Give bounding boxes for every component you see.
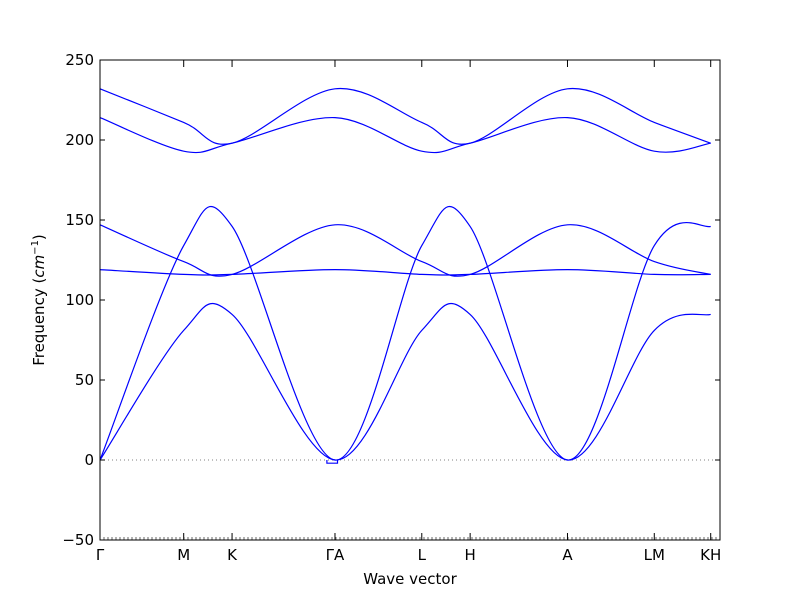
x-tick-label: K — [227, 546, 238, 564]
series-line-5 — [99, 205, 711, 461]
y-tick-label: 250 — [65, 51, 94, 69]
y-axis-unit-close: ) — [30, 234, 48, 240]
x-tick-label: LM — [644, 546, 665, 564]
y-tick-label: 200 — [65, 131, 94, 149]
y-axis-title-text: Frequency — [30, 288, 48, 366]
x-tick-label: A — [562, 546, 573, 564]
tick-layer: −50 0 50 100 150 200 250 Γ M K ΓA L H A LM KH — [62, 51, 721, 564]
y-tick-label: 100 — [65, 291, 94, 309]
y-axis-unit-exponent: −1 — [30, 240, 41, 255]
x-tick-label: H — [464, 546, 475, 564]
y-tick-label: 50 — [75, 371, 94, 389]
x-axis-title: Wave vector — [363, 570, 457, 588]
y-axis-unit-open: ( — [30, 278, 48, 289]
series-line-4 — [99, 268, 711, 276]
x-tick-label: KH — [700, 546, 721, 564]
series-layer — [99, 88, 711, 464]
x-tick-label: Γ — [96, 546, 105, 564]
y-tick-label: −50 — [62, 531, 94, 549]
x-tick-label: M — [177, 546, 190, 564]
series-line-6 — [99, 302, 711, 461]
y-axis-unit: cm — [30, 255, 48, 278]
series-line-2 — [99, 116, 711, 154]
x-tick-label: ΓA — [326, 546, 345, 564]
y-axis-title: Frequency (cm−1) — [30, 234, 48, 366]
series-line-1 — [99, 88, 711, 145]
y-tick-label: 150 — [65, 211, 94, 229]
plot-area-frame — [99, 59, 721, 541]
y-tick-label: 0 — [84, 451, 94, 469]
x-tick-label: L — [418, 546, 427, 564]
series-line-7 — [326, 460, 339, 464]
series-line-3 — [99, 224, 711, 277]
